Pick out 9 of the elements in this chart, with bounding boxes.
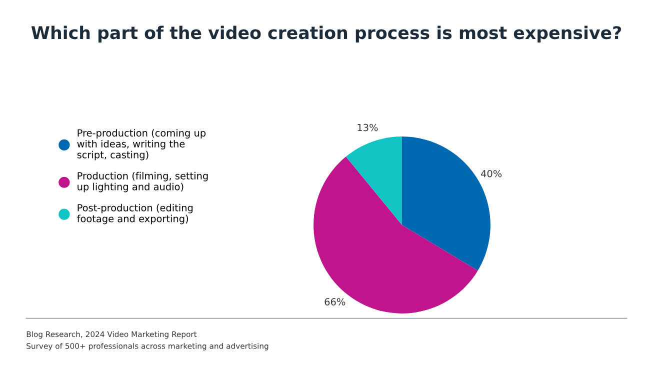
legend-label: Production (filming, setting up lighting and audio)	[78, 172, 208, 192]
data-label: 13%	[358, 124, 378, 132]
legend-label: Pre-production (coming up with ideas, writing the script, casting)	[77, 129, 206, 160]
chart-title: Which part of the video creation process is most expensive?	[31, 26, 622, 43]
pie-slice	[314, 156, 478, 314]
data-label: 40%	[480, 170, 502, 178]
data-label: 66%	[324, 298, 346, 306]
pie-slice	[346, 136, 402, 225]
legend-label: Post-production (editing footage and exporting)	[77, 204, 193, 224]
